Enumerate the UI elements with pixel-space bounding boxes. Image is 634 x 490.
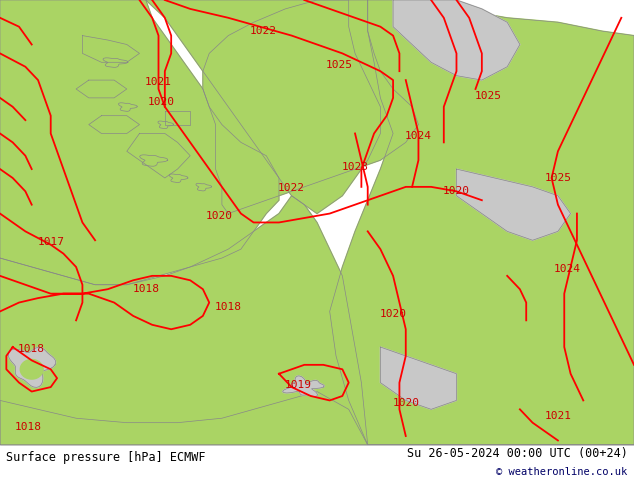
Text: 1021: 1021 [545,411,571,421]
Polygon shape [20,360,43,379]
Text: 1019: 1019 [285,380,311,390]
Polygon shape [393,0,520,80]
Text: 1025: 1025 [475,91,501,100]
Polygon shape [196,183,212,191]
Text: 1025: 1025 [545,173,571,183]
Polygon shape [330,0,634,445]
Text: 1022: 1022 [278,183,305,193]
Polygon shape [146,0,380,214]
Text: 1025: 1025 [326,59,353,70]
Polygon shape [119,103,137,111]
Polygon shape [169,174,188,182]
Text: 1024: 1024 [405,131,432,141]
Polygon shape [8,347,56,388]
Polygon shape [139,155,167,166]
Text: 1020: 1020 [443,186,470,196]
Polygon shape [165,111,190,124]
Text: 1020: 1020 [380,309,406,318]
Text: 1023: 1023 [342,162,368,172]
Polygon shape [0,196,368,445]
Text: 1018: 1018 [133,284,159,294]
Polygon shape [76,80,127,98]
Text: 1020: 1020 [392,398,419,408]
Polygon shape [0,0,279,285]
Polygon shape [127,133,190,178]
Text: 1018: 1018 [15,422,42,432]
Text: Su 26-05-2024 00:00 UTC (00+24): Su 26-05-2024 00:00 UTC (00+24) [407,447,628,460]
Text: 1022: 1022 [250,26,276,36]
Text: 1020: 1020 [205,211,232,221]
Polygon shape [0,392,634,445]
Text: 1020: 1020 [148,98,175,107]
Polygon shape [283,376,325,396]
Polygon shape [89,116,139,133]
Polygon shape [82,36,139,62]
Polygon shape [380,347,456,409]
Text: 1018: 1018 [215,302,242,312]
Polygon shape [456,169,571,240]
Polygon shape [103,58,128,67]
Text: 1021: 1021 [145,77,172,87]
Text: 1018: 1018 [18,344,45,354]
Polygon shape [203,0,418,214]
Text: 1017: 1017 [37,238,64,247]
Text: © weatheronline.co.uk: © weatheronline.co.uk [496,467,628,477]
Polygon shape [158,121,174,128]
Text: 1024: 1024 [554,264,581,274]
Text: Surface pressure [hPa] ECMWF: Surface pressure [hPa] ECMWF [6,451,206,464]
